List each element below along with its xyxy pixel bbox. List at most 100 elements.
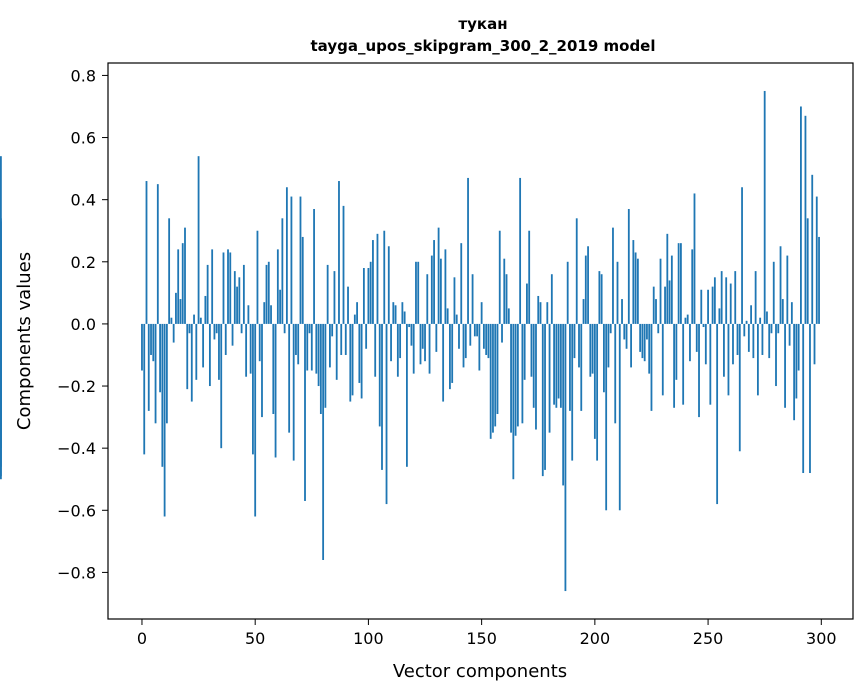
bar-176: [539, 302, 542, 324]
bar-241: [686, 314, 689, 324]
bar-undefined: [0, 323, 2, 427]
x-tick-label: 0: [137, 629, 147, 648]
bar-38: [227, 249, 229, 324]
bar-282: [779, 246, 782, 324]
bar-172: [530, 323, 533, 377]
bar-126: [426, 274, 429, 324]
bar-76: [313, 208, 315, 324]
bar-184: [557, 323, 560, 399]
bar-59: [274, 323, 277, 458]
bar-102: [372, 240, 374, 324]
bar-66: [290, 196, 293, 324]
bar-49: [252, 323, 254, 455]
bar-4: [150, 323, 152, 355]
bar-152: [485, 323, 488, 355]
bar-147: [473, 323, 476, 337]
bar-165: [514, 323, 517, 436]
bar-218: [634, 252, 637, 324]
bar-24: [195, 323, 198, 380]
bar-52: [258, 323, 261, 362]
bar-undefined: [0, 249, 2, 324]
bar-47: [247, 305, 250, 324]
bar-224: [648, 323, 651, 374]
bar-298: [815, 196, 818, 324]
bar-57: [270, 305, 272, 324]
bar-12: [168, 218, 171, 324]
bar-202: [598, 271, 601, 324]
bar-23: [193, 314, 195, 324]
x-axis-label: Vector components: [393, 661, 567, 682]
bar-121: [415, 261, 417, 324]
bar-58: [272, 323, 275, 414]
bar-44: [240, 323, 243, 334]
bar-168: [521, 323, 524, 424]
bar-242: [689, 323, 691, 362]
bar-77: [315, 323, 318, 374]
bar-55: [265, 264, 268, 324]
bar-67: [292, 323, 295, 461]
bar-155: [492, 323, 494, 433]
y-axis-ticks: −0.8 −0.6 −0.4 −0.2 0.0 0.2 0.4 0.6 0.8: [57, 66, 108, 582]
bar-110: [390, 323, 392, 362]
bar-65: [288, 323, 291, 433]
bar-73: [306, 323, 309, 371]
bar-275: [763, 90, 766, 324]
bar-261: [732, 323, 734, 365]
bar-116: [403, 311, 406, 324]
bar-1: [143, 323, 146, 455]
bar-207: [609, 323, 612, 334]
bar-249: [704, 323, 707, 365]
bar-186: [562, 323, 565, 486]
bar-131: [437, 227, 440, 324]
bar-183: [555, 323, 558, 408]
bar-205: [605, 323, 608, 511]
bar-265: [741, 187, 743, 324]
bar-281: [777, 323, 780, 334]
bar-159: [501, 323, 503, 343]
chart-subtitle: tayga_upos_skipgram_300_2_2019 model: [311, 37, 656, 55]
bar-43: [238, 277, 241, 324]
bar-13: [170, 317, 173, 324]
bar-145: [469, 323, 472, 346]
y-tick-label: 0.4: [71, 191, 96, 210]
bar-84: [331, 323, 334, 337]
bar-190: [571, 323, 574, 461]
bar-111: [392, 302, 395, 324]
x-tick-label: 150: [466, 629, 497, 648]
bar-268: [747, 323, 750, 352]
bar-149: [478, 323, 481, 371]
y-axis-label: Components values: [14, 252, 35, 430]
bar-283: [781, 299, 784, 324]
bar-14: [172, 323, 175, 343]
y-tick-label: 0.0: [71, 315, 96, 334]
bar-187: [564, 323, 567, 592]
bar-69: [297, 323, 300, 365]
bar-108: [385, 323, 388, 505]
bar-151: [482, 323, 485, 349]
bar-270: [752, 323, 755, 359]
x-tick-label: 200: [580, 629, 611, 648]
bar-33: [215, 323, 218, 334]
bar-219: [636, 258, 639, 324]
bar-243: [691, 249, 694, 324]
bar-201: [596, 323, 599, 461]
bar-178: [544, 323, 546, 470]
bar-53: [261, 323, 263, 418]
bar-82: [326, 264, 329, 324]
bar-179: [546, 302, 549, 324]
bar-262: [734, 271, 737, 324]
bar-198: [589, 323, 592, 377]
bar-148: [476, 323, 479, 337]
bar-37: [224, 323, 227, 355]
bar-48: [249, 323, 252, 374]
bar-56: [267, 261, 270, 324]
bar-175: [537, 295, 540, 324]
bar-71: [301, 236, 304, 324]
bar-245: [695, 323, 698, 352]
bar-104: [376, 233, 379, 324]
bar-30: [208, 323, 211, 387]
bar-115: [401, 302, 404, 324]
bar-236: [675, 323, 678, 380]
bar-157: [496, 323, 499, 414]
